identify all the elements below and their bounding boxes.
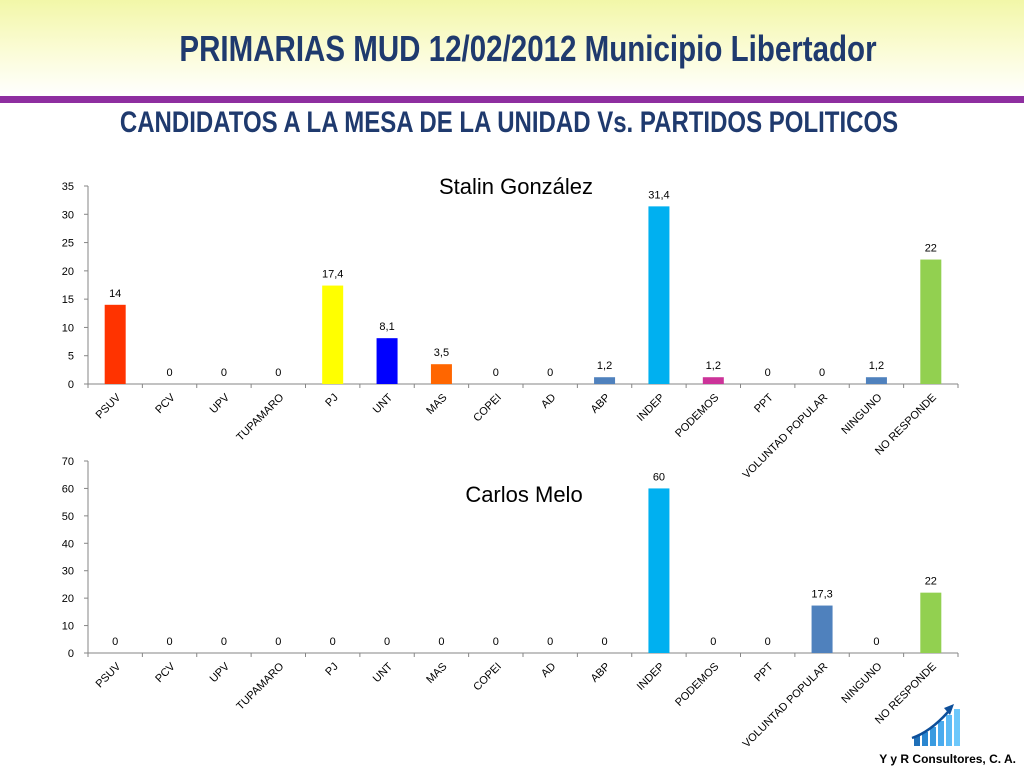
chart2-category-label-tupamaro: TUPAMARO xyxy=(234,660,286,712)
chart2-bar-no-responde xyxy=(920,592,942,653)
chart1-category-label-copei: COPEI xyxy=(471,392,504,425)
chart2-y-tick-label: 40 xyxy=(62,538,74,550)
chart1-y-tick-label: 25 xyxy=(62,238,74,250)
chart2-data-label-copei: 0 xyxy=(493,636,499,648)
company-logo xyxy=(911,704,960,746)
chart1-bar-indep xyxy=(648,206,670,384)
chart1-y-tick-label: 35 xyxy=(62,181,74,193)
chart2-data-label-no-responde: 22 xyxy=(925,576,937,588)
chart1-category-label-ninguno: NINGUNO xyxy=(839,391,885,437)
chart2-category-label-upv: UPV xyxy=(208,660,233,685)
chart1-category-label-psuv: PSUV xyxy=(94,391,124,421)
chart1-title: Stalin González xyxy=(439,174,593,199)
chart1-bar-ninguno xyxy=(865,377,887,384)
chart1-bar-pj xyxy=(322,285,344,384)
chart1-data-label-podemos: 1,2 xyxy=(706,360,721,372)
chart2-category-label-mas: MAS xyxy=(424,661,449,686)
chart2-category-label-ppt: PPT xyxy=(752,660,776,684)
chart2-y-tick-label: 0 xyxy=(68,648,74,660)
chart2-category-label-psuv: PSUV xyxy=(94,660,124,690)
chart2-category-label-pcv: PCV xyxy=(153,660,178,685)
chart2-data-label-ppt: 0 xyxy=(765,636,771,648)
chart1-y-tick-label: 5 xyxy=(68,351,74,363)
header-band xyxy=(0,0,1024,96)
chart1-data-label-psuv: 14 xyxy=(109,288,121,300)
chart1-data-label-ninguno: 1,2 xyxy=(869,360,884,372)
chart2-data-label-tupamaro: 0 xyxy=(275,636,281,648)
chart2-y-tick-label: 60 xyxy=(62,483,74,495)
chart2-data-label-indep: 60 xyxy=(653,471,665,483)
chart1-category-label-tupamaro: TUPAMARO xyxy=(234,391,286,443)
chart2-data-label-voluntad-popular: 17,3 xyxy=(811,589,832,601)
chart1-data-label-no-responde: 22 xyxy=(925,243,937,255)
chart2-data-label-abp: 0 xyxy=(602,636,608,648)
chart2-data-label-psuv: 0 xyxy=(112,636,118,648)
chart1-category-label-upv: UPV xyxy=(208,391,233,416)
chart1-y-tick-label: 15 xyxy=(62,294,74,306)
chart1-data-label-ppt: 0 xyxy=(765,367,771,379)
chart2-data-label-unt: 0 xyxy=(384,636,390,648)
chart1-data-label-pcv: 0 xyxy=(167,367,173,379)
chart2-data-label-ad: 0 xyxy=(547,636,553,648)
chart2-data-label-pcv: 0 xyxy=(167,636,173,648)
chart1-data-label-unt: 8,1 xyxy=(379,321,394,333)
header-divider xyxy=(0,96,1024,103)
chart2-data-label-ninguno: 0 xyxy=(873,636,879,648)
chart2-y-tick-label: 70 xyxy=(62,456,74,468)
chart1-category-label-mas: MAS xyxy=(424,392,449,417)
chart1-bar-abp xyxy=(594,377,616,384)
chart2-category-label-unt: UNT xyxy=(371,660,396,685)
chart1-data-label-pj: 17,4 xyxy=(322,269,343,281)
chart2-y-tick-label: 30 xyxy=(62,566,74,578)
chart1-bar-psuv xyxy=(104,304,126,384)
chart1-category-label-unt: UNT xyxy=(371,391,396,416)
chart1-category-label-indep: INDEP xyxy=(635,392,667,424)
company-name: Y y R Consultores, C. A. xyxy=(879,752,1016,766)
chart1-bar-mas xyxy=(430,364,452,384)
chart2-category-label-ad: AD xyxy=(539,661,558,680)
chart2-category-label-podemos: PODEMOS xyxy=(673,661,721,709)
chart1-category-label-pcv: PCV xyxy=(153,391,178,416)
chart2-category-label-copei: COPEI xyxy=(471,661,504,694)
chart2-data-label-pj: 0 xyxy=(330,636,336,648)
chart1-data-label-ad: 0 xyxy=(547,367,553,379)
chart1-y-tick-label: 20 xyxy=(62,266,74,278)
chart1-data-label-mas: 3,5 xyxy=(434,347,449,359)
chart2-y-tick-label: 10 xyxy=(62,621,74,633)
chart2-category-label-ninguno: NINGUNO xyxy=(839,660,885,706)
chart-stalin-gonzalez: Stalin González 0 5 10 15 20 25 30 35 14 PSUV 0 PCV 0… xyxy=(62,174,959,481)
chart1-bar-unt xyxy=(376,338,398,384)
chart2-data-label-mas: 0 xyxy=(438,636,444,648)
chart2-bar-voluntad-popular xyxy=(811,605,833,653)
page-title: PRIMARIAS MUD 12/02/2012 Municipio Liber… xyxy=(179,28,877,69)
chart1-category-label-abp: ABP xyxy=(589,392,613,416)
chart1-category-label-ppt: PPT xyxy=(752,391,776,415)
chart2-y-tick-label: 20 xyxy=(62,593,74,605)
chart2-category-label-pj: PJ xyxy=(323,661,341,679)
chart1-data-label-abp: 1,2 xyxy=(597,360,612,372)
chart1-bar-no-responde xyxy=(920,259,942,384)
chart1-data-label-indep: 31,4 xyxy=(648,189,669,201)
chart1-y-tick-label: 0 xyxy=(68,379,74,391)
chart1-category-label-pj: PJ xyxy=(323,392,341,410)
chart1-data-label-copei: 0 xyxy=(493,367,499,379)
chart2-category-label-indep: INDEP xyxy=(635,661,667,693)
chart-carlos-melo: Carlos Melo 0 10 20 30 40 50 60 70 0 PSUV 0 PCV 0 UPV 0… xyxy=(62,456,959,750)
chart1-data-label-upv: 0 xyxy=(221,367,227,379)
chart2-data-label-upv: 0 xyxy=(221,636,227,648)
chart1-y-tick-label: 30 xyxy=(62,209,74,221)
chart2-category-label-abp: ABP xyxy=(589,661,613,685)
chart1-bar-podemos xyxy=(702,377,724,384)
chart1-data-label-tupamaro: 0 xyxy=(275,367,281,379)
chart2-title: Carlos Melo xyxy=(465,482,582,507)
chart2-bar-indep xyxy=(648,488,670,653)
chart2-data-label-podemos: 0 xyxy=(710,636,716,648)
chart2-y-tick-label: 50 xyxy=(62,511,74,523)
page-subtitle: CANDIDATOS A LA MESA DE LA UNIDAD Vs. PA… xyxy=(119,106,899,139)
chart1-data-label-voluntad-popular: 0 xyxy=(819,367,825,379)
chart1-category-label-podemos: PODEMOS xyxy=(673,392,721,440)
chart1-category-label-ad: AD xyxy=(539,392,558,411)
chart1-y-tick-label: 10 xyxy=(62,322,74,334)
